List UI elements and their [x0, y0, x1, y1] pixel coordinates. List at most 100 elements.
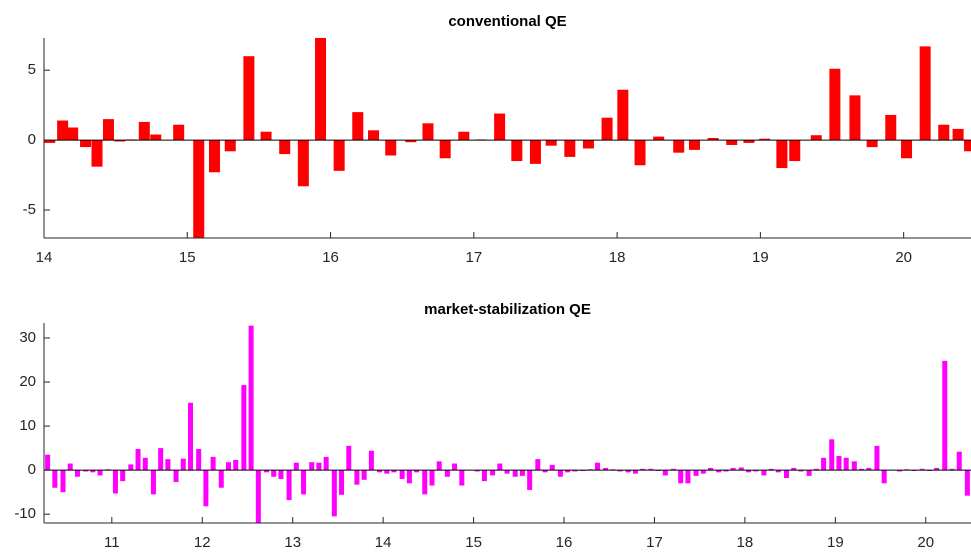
bar [746, 470, 752, 473]
bar [640, 468, 646, 471]
y-tick-label: 30 [19, 329, 36, 346]
bar [233, 460, 239, 471]
bar [653, 136, 665, 141]
bar [293, 462, 299, 471]
bar [90, 470, 96, 473]
bar [114, 140, 126, 142]
bar [352, 112, 364, 141]
bar [142, 457, 148, 471]
bar [617, 89, 629, 141]
bar [716, 470, 722, 473]
bar [83, 470, 89, 472]
bar [278, 470, 284, 479]
bar [813, 468, 819, 471]
bar [241, 385, 247, 471]
bar [934, 467, 940, 471]
bar [459, 470, 465, 486]
bar [452, 463, 458, 471]
bar [422, 470, 428, 495]
bar [885, 114, 897, 141]
bar [582, 140, 594, 149]
bar [225, 462, 231, 471]
bar [188, 402, 194, 471]
bar [323, 456, 329, 471]
y-tick-label: 0 [28, 131, 36, 148]
bar [458, 131, 470, 141]
bar [730, 467, 736, 471]
bar [952, 128, 964, 141]
bar [685, 470, 691, 484]
bar [874, 445, 880, 471]
bar [210, 456, 216, 471]
bar [761, 470, 767, 476]
bar [406, 470, 412, 484]
bar [707, 138, 719, 141]
bar [439, 140, 451, 159]
bar [193, 140, 205, 238]
bar [91, 140, 103, 167]
bar [535, 459, 541, 471]
bar [810, 135, 822, 141]
bar [429, 470, 435, 486]
x-tick-label: 12 [194, 534, 211, 551]
bar [224, 140, 236, 152]
bar [271, 470, 277, 477]
bar [964, 140, 971, 152]
bar [481, 470, 487, 482]
bar [791, 467, 797, 471]
bar [309, 462, 315, 471]
bar [753, 470, 759, 472]
bar [74, 470, 80, 477]
bar [866, 140, 878, 148]
bar [789, 140, 801, 162]
bar [603, 467, 609, 471]
x-tick-label: 17 [646, 534, 663, 551]
bar [361, 470, 367, 480]
bar [422, 123, 434, 141]
bar [138, 121, 150, 141]
bar [601, 117, 613, 141]
bar [743, 140, 755, 143]
bar [956, 451, 962, 471]
bar [260, 131, 272, 141]
bar [368, 450, 374, 471]
bar [670, 468, 676, 471]
bar [243, 56, 255, 141]
bar [942, 360, 948, 471]
y-tick-label: 5 [28, 61, 36, 78]
bar [919, 46, 931, 141]
bar [557, 470, 563, 477]
bar [511, 140, 523, 162]
bar [768, 468, 774, 471]
bar [688, 140, 700, 150]
plot-area [45, 325, 970, 523]
bar [634, 140, 646, 166]
bar [196, 448, 202, 471]
bar [564, 140, 576, 157]
x-tick-label: 18 [737, 534, 754, 551]
x-tick-label: 17 [465, 249, 482, 266]
bar [474, 470, 480, 472]
bar [128, 464, 134, 471]
x-tick-label: 16 [556, 534, 573, 551]
y-tick-label: 10 [19, 417, 36, 434]
bar [490, 470, 496, 476]
bar [315, 38, 327, 141]
bar [135, 448, 141, 471]
bar [849, 95, 861, 141]
bar [700, 470, 706, 474]
x-tick-label: 14 [375, 534, 392, 551]
bar [67, 463, 73, 471]
bar [494, 113, 506, 141]
bar [60, 470, 66, 493]
bar [297, 140, 309, 187]
bar [843, 457, 849, 471]
x-tick-label: 19 [827, 534, 844, 551]
bar [821, 457, 827, 471]
bar [112, 470, 118, 494]
x-tick-label: 11 [104, 534, 120, 551]
bar [851, 461, 857, 471]
bar [120, 470, 126, 482]
bar [102, 119, 114, 141]
